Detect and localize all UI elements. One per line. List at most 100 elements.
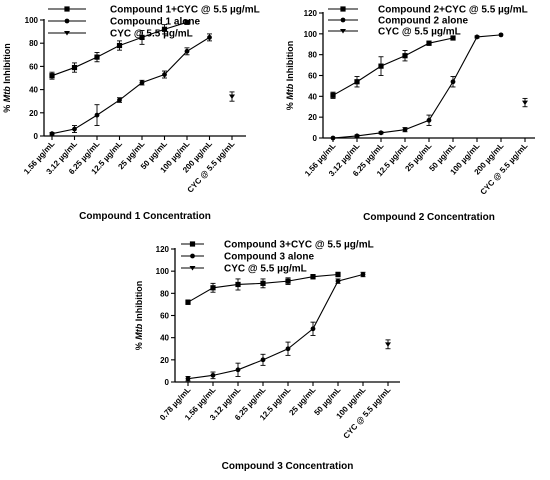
data-point (94, 112, 100, 118)
legend-marker (189, 266, 196, 271)
y-tick-label: 80 (160, 289, 169, 298)
series-2 (185, 271, 366, 382)
data-point (210, 285, 216, 291)
y-tick-label: 0 (313, 134, 318, 143)
legend-label: CYC @ 5.5 µg/mL (224, 264, 307, 275)
data-point (310, 326, 316, 332)
legend-label: Compound 3+CYC @ 5.5 µg/mL (224, 240, 374, 251)
data-point (184, 48, 190, 54)
data-point (402, 53, 408, 59)
data-point (450, 79, 456, 85)
x-axis-label: Compound 2 Concentration (363, 212, 495, 223)
series-line (332, 37, 454, 96)
x-axis-label: Compound 1 Concentration (79, 211, 211, 222)
data-point (474, 34, 480, 40)
series-2 (49, 33, 212, 137)
data-point (426, 117, 432, 123)
x-tick-label: CYC @ 5.5 µg/mL (478, 141, 529, 196)
data-point (450, 35, 456, 41)
series-line (332, 34, 502, 139)
legend-label: CYC @ 5.5 µg/mL (378, 27, 461, 38)
data-point (162, 72, 167, 77)
data-point (354, 79, 360, 85)
data-point (49, 73, 55, 79)
series-3 (385, 339, 391, 350)
series-1 (330, 35, 456, 99)
y-tick-label: 60 (308, 72, 317, 81)
y-axis-label-suffix: Inhibition (285, 41, 295, 84)
y-tick-label: 120 (156, 245, 170, 254)
data-point (260, 280, 266, 286)
data-point (378, 63, 384, 69)
legend-marker (340, 6, 346, 12)
legend-label: CYC @ 5.5 µg/mL (110, 29, 193, 40)
legend-marker (340, 17, 346, 23)
y-axis-label: % Mtb Inhibition (285, 41, 295, 111)
data-point (139, 80, 145, 86)
legend-marker (64, 6, 70, 12)
y-axis-label: % Mtb Inhibition (134, 281, 144, 351)
series-3 (522, 97, 528, 108)
data-point (235, 281, 241, 288)
data-point (498, 32, 504, 38)
data-point (185, 376, 191, 382)
legend-label: Compound 1 alone (110, 17, 200, 28)
data-point (330, 92, 336, 98)
data-point (235, 367, 241, 373)
data-point (385, 342, 391, 347)
legend-marker (64, 31, 70, 36)
y-axis-label-italic: Mtb (2, 86, 12, 102)
series-1 (185, 271, 341, 305)
data-point (139, 34, 145, 40)
legend-label: Compound 3 alone (224, 252, 314, 263)
y-tick-label: 0 (165, 378, 170, 387)
x-tick-label: CYC @ 5.5 µg/mL (341, 385, 392, 440)
data-point (360, 272, 366, 277)
legend-marker (64, 18, 70, 24)
y-axis-label-suffix: Inhibition (134, 281, 144, 324)
data-point (378, 130, 384, 136)
y-tick-label: 20 (160, 356, 169, 365)
data-point (116, 42, 123, 49)
data-point (71, 64, 78, 71)
y-tick-label: 100 (304, 30, 318, 39)
data-point (72, 126, 77, 132)
data-point (285, 278, 291, 284)
data-point (260, 357, 266, 363)
data-point (229, 94, 235, 100)
y-tick-label: 60 (160, 312, 169, 321)
y-axis-label-suffix: Inhibition (2, 43, 12, 86)
data-point (285, 346, 291, 352)
data-point (94, 54, 100, 60)
legend-marker (190, 253, 195, 259)
y-axis-label-italic: Mtb (134, 323, 144, 339)
legend-label: Compound 2 alone (378, 16, 468, 27)
legend-label: Compound 1+CYC @ 5.5 µg/mL (110, 5, 260, 16)
y-tick-label: 20 (308, 113, 317, 122)
y-axis-label: % Mtb Inhibition (2, 43, 12, 113)
y-tick-label: 40 (160, 334, 169, 343)
series-1 (49, 19, 190, 80)
y-tick-label: 80 (29, 39, 38, 48)
data-point (335, 271, 341, 278)
y-axis-label-prefix: % (134, 340, 144, 351)
data-point (49, 131, 55, 137)
y-tick-label: 0 (34, 132, 39, 141)
data-point (310, 274, 316, 280)
y-tick-label: 20 (29, 109, 38, 118)
y-tick-label: 40 (29, 86, 38, 95)
series-3 (229, 91, 235, 102)
data-point (210, 372, 216, 378)
data-point (354, 133, 360, 139)
data-point (402, 127, 408, 133)
data-point (330, 135, 336, 141)
x-axis-label: Compound 3 Concentration (222, 461, 354, 472)
data-point (335, 278, 341, 284)
data-point (207, 35, 212, 40)
